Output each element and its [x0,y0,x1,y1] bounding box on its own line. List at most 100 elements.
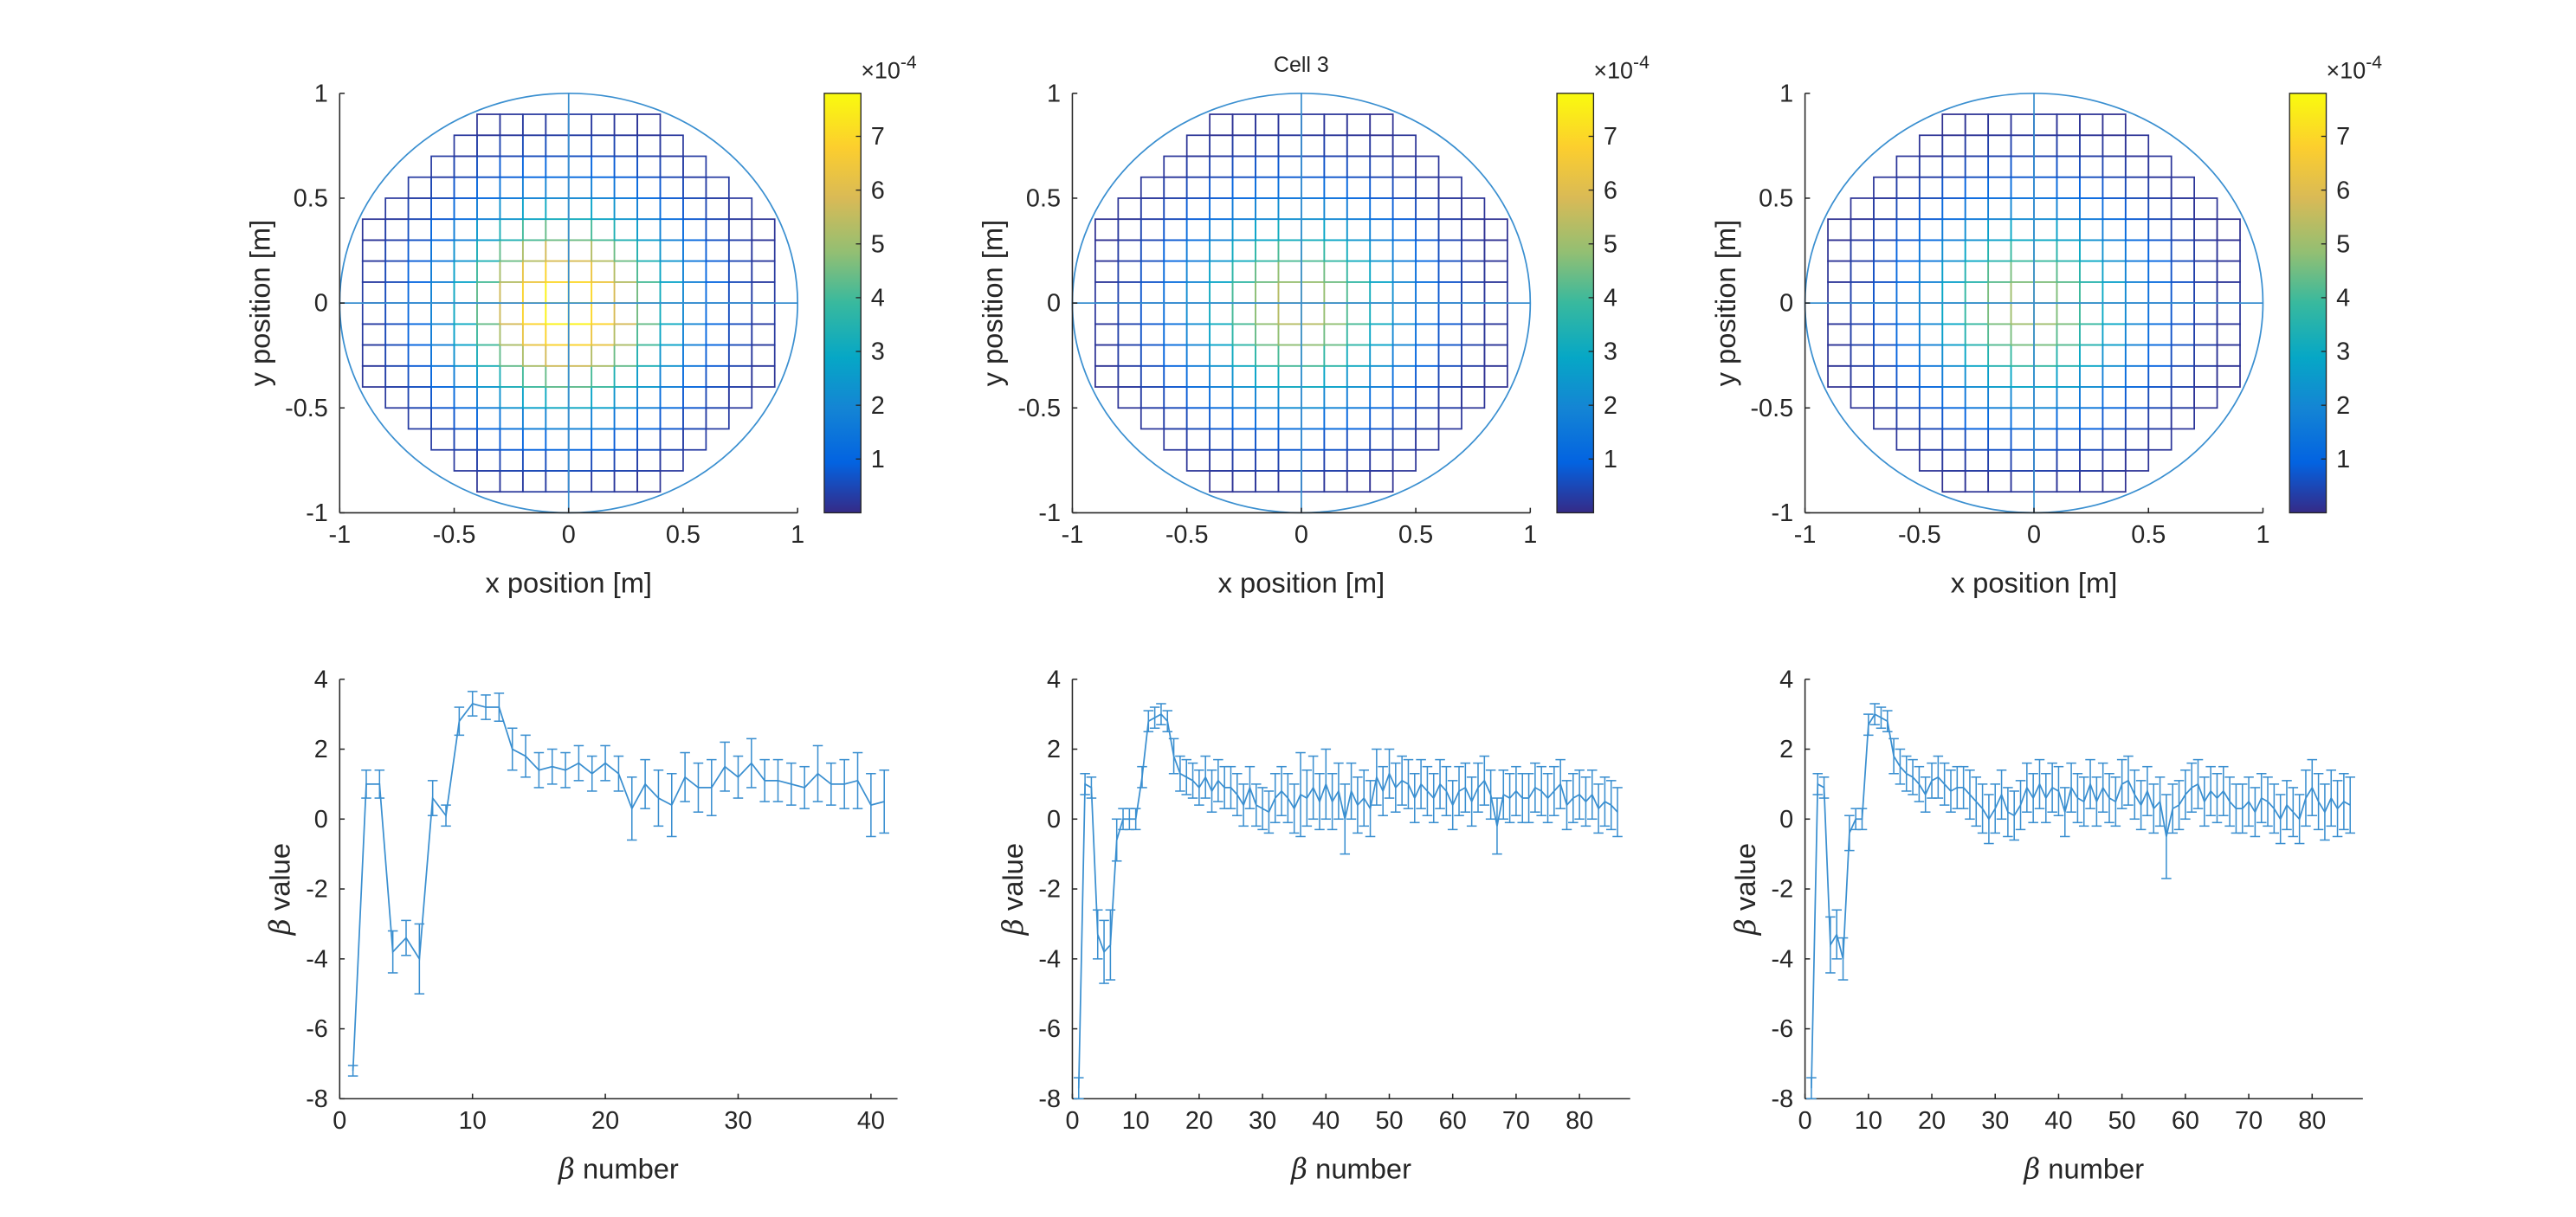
grid-cell [2010,197,2035,221]
grid-cell [2170,176,2195,199]
colorbar-exponent-base: ×10 [1593,58,1633,84]
x-tick-label: 1 [2256,521,2269,549]
grid-cell [1255,239,1280,262]
error-bar [1359,769,1369,827]
grid-cell [1323,364,1348,388]
x-tick-label: 10 [1855,1107,1882,1135]
error-bar [1327,773,1338,831]
x-axis-label-text: number [2040,1153,2144,1185]
grid-cell [2124,239,2150,262]
error-bar [2199,776,2210,827]
grid-cell [2079,386,2104,409]
grid-cell [2147,260,2172,283]
grid-cell [453,155,478,178]
x-tick-label: 30 [1981,1107,2009,1135]
grid-cell [659,281,684,304]
grid-cell [1918,176,1944,199]
grid-cell [1415,176,1440,199]
grid-cell [1277,197,1302,221]
x-tick-label: 0.5 [666,521,700,549]
error-bar [1882,710,1893,733]
error-bar [1346,762,1357,821]
grid-cell [1873,364,1898,388]
grid-cell [2079,260,2104,283]
grid-cell [384,386,410,409]
grid-cell [476,428,501,451]
grid-cell [591,386,616,409]
grid-cell [1437,281,1462,304]
grid-cell [1301,470,1326,493]
grid-cell [2124,448,2150,472]
grid-cell [2147,197,2172,221]
grid-cell [2193,302,2218,325]
error-bar [2009,790,2019,841]
grid-cell [499,323,524,346]
grid-cell [2147,281,2172,304]
grid-cell [453,386,478,409]
grid-cell [636,386,662,409]
grid-cell [2079,428,2104,451]
grid-cell [1483,344,1508,367]
grid-cell [521,197,547,221]
y-tick-label: 2 [1047,736,1061,763]
grid-cell [2056,470,2081,493]
grid-cell [1346,428,1372,451]
grid-cell [613,344,638,367]
grid-cell [2193,218,2218,241]
grid-cell [453,428,478,451]
grid-cell [1323,218,1348,241]
error-bar [454,706,465,737]
x-tick-label: 30 [724,1107,752,1135]
error-bar [613,755,624,792]
grid-cell [1277,448,1302,472]
error-bar [1137,765,1147,789]
grid-cell [2079,134,2104,158]
grid-cell [659,428,684,451]
error-bar [2339,773,2349,831]
grid-cell [2124,260,2150,283]
error-bar [1920,776,1931,813]
error-bar [467,691,478,717]
grid-cell [1117,386,1142,409]
colorbar [2289,93,2327,514]
x-tick-label: 40 [857,1107,885,1135]
grid-cell [1323,113,1348,137]
grid-cell [2147,407,2172,430]
grid-cell [1895,239,1921,262]
grid-cell [1231,448,1256,472]
grid-cell [705,281,730,304]
grid-cell [499,470,524,493]
grid-cell [2056,428,2081,451]
grid-cell [1185,364,1211,388]
x-tick-label: 20 [1185,1107,1213,1135]
y-tick-label: 4 [1779,666,1793,693]
x-tick-label: 0 [562,521,576,549]
grid-cell [2147,302,2172,325]
grid-cell [1231,344,1256,367]
grid-cell [1163,281,1188,304]
grid-cell [1850,323,1875,346]
grid-cell [2010,302,2035,325]
error-bar [1213,758,1223,802]
grid-cell [545,239,570,262]
grid-cell [453,323,478,346]
error-bar [1447,780,1458,831]
grid-cell [567,197,593,221]
beta-symbol: β [2022,1153,2040,1186]
grid-cell [1918,364,1944,388]
grid-cell [499,260,524,283]
grid-cell [476,364,501,388]
error-bar [1162,710,1173,733]
heatmap-panel-3: -1-1 -0.5 -0.5 0 0 0.5 0.5 1 1 x position [m] y po… [1709,53,2382,599]
grid-cell [1140,407,1165,430]
x-tick-label: 10 [459,1107,487,1135]
grid-cell [1437,218,1462,241]
grid-cell [2124,344,2150,367]
error-bar [2022,762,2032,813]
grid-cell [476,281,501,304]
y-tick-label: -4 [1038,945,1061,973]
grid-cell [1391,134,1417,158]
grid-cell [1209,155,1234,178]
grid-cell [2101,155,2127,178]
grid-cell [705,176,730,199]
